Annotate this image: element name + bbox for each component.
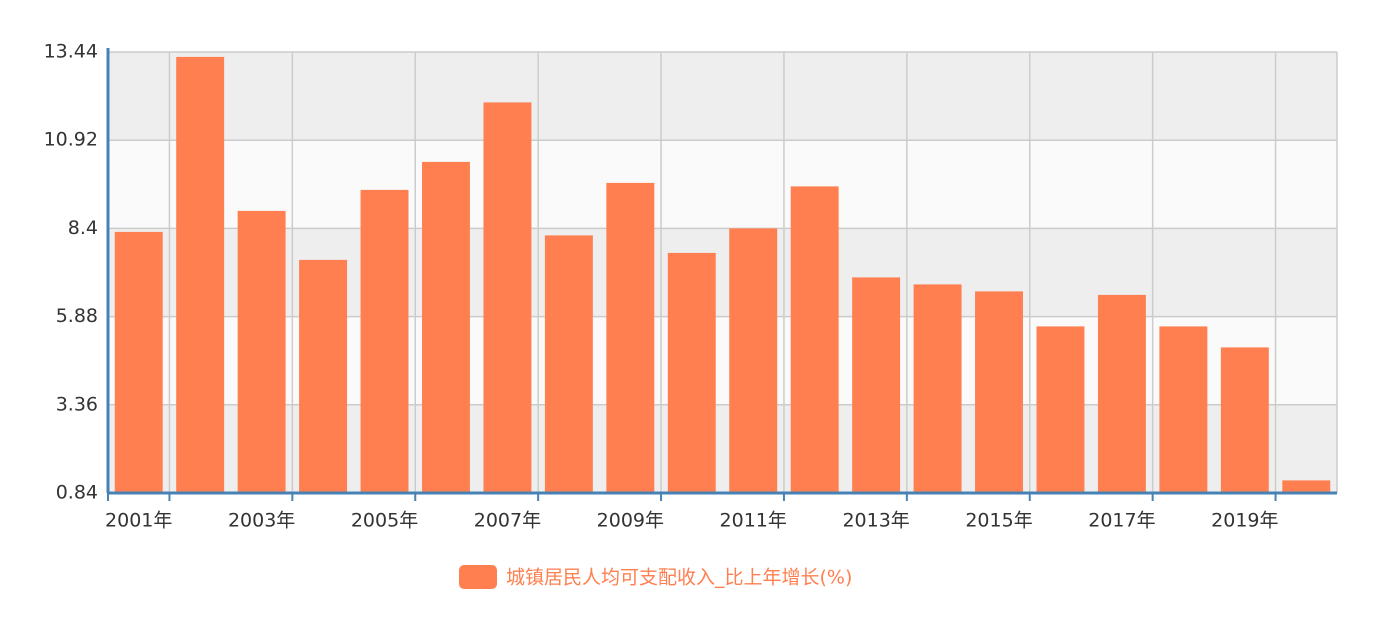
bar: [1282, 480, 1331, 493]
bar: [299, 259, 348, 493]
grid-band: [108, 140, 1337, 229]
x-tick-label: 2013年: [842, 510, 909, 532]
y-tick-label: 13.44: [44, 41, 98, 63]
bar: [975, 291, 1023, 493]
bar: [1220, 347, 1269, 493]
bar: [606, 182, 655, 493]
x-tick-label: 2019年: [1211, 510, 1278, 532]
x-tick-label: 2007年: [474, 510, 541, 532]
y-tick-label: 3.36: [56, 393, 98, 415]
bar: [237, 210, 286, 493]
x-tick-label: 2003年: [228, 510, 295, 532]
bar: [114, 231, 163, 493]
x-tick-label: 2001年: [105, 510, 172, 532]
bar: [422, 161, 470, 493]
legend-swatch: [459, 565, 497, 589]
y-tick-label: 0.84: [56, 482, 98, 504]
bar: [544, 235, 593, 493]
x-tick-label: 2011年: [720, 510, 787, 532]
bar: [1097, 294, 1146, 493]
y-tick-label: 10.92: [44, 129, 98, 151]
bar: [913, 284, 962, 493]
x-tick-label: 2009年: [597, 510, 664, 532]
bar: [360, 189, 409, 493]
x-tick-label: 2005年: [351, 510, 418, 532]
y-tick-label: 5.88: [56, 305, 98, 327]
bar: [790, 186, 839, 493]
legend-label: 城镇居民人均可支配收入_比上年增长(%): [506, 567, 852, 589]
bar: [176, 56, 225, 494]
bar: [852, 277, 901, 493]
bar: [729, 228, 778, 493]
x-tick-label: 2017年: [1088, 510, 1155, 532]
bar: [667, 252, 716, 493]
x-tick-label: 2015年: [965, 510, 1032, 532]
bar: [483, 102, 532, 494]
y-tick-label: 8.4: [68, 217, 98, 239]
bar: [1159, 326, 1208, 493]
grid-band: [108, 52, 1337, 141]
bar: [1036, 326, 1085, 493]
